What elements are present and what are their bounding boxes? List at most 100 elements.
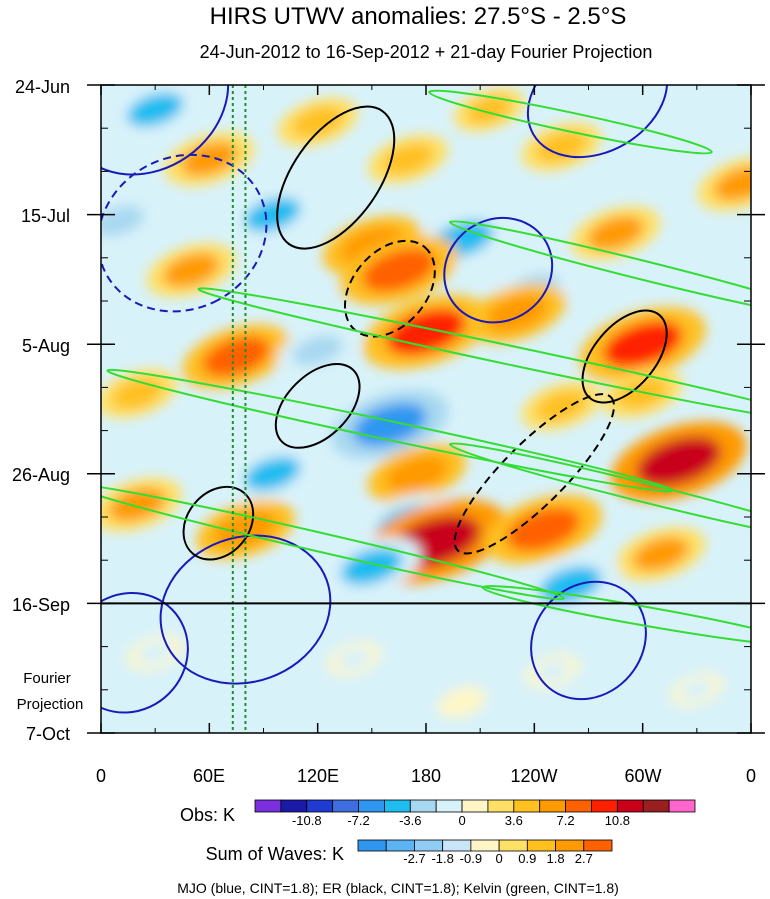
anomaly-core	[244, 197, 301, 232]
kelvin-contour	[101, 483, 565, 601]
anomaly-core	[340, 547, 403, 585]
colorbar-tick-label: 1.8	[547, 851, 565, 866]
waves-colorbar: -2.7 -1.8 -0.9 0 0.9 1.8 2.7	[357, 839, 613, 866]
colorbar-swatch	[385, 839, 415, 852]
anomaly-core	[353, 402, 427, 447]
mjo-contour	[101, 153, 268, 313]
colorbar-swatch	[498, 839, 528, 852]
anomaly-core	[112, 378, 163, 409]
anomaly-core	[536, 131, 587, 162]
er-contour	[182, 485, 255, 561]
colorbar-swatch	[555, 839, 585, 852]
y-tick-label: 5-Aug	[22, 336, 70, 356]
longitude-markers	[231, 85, 247, 733]
colorbar-swatch	[616, 799, 644, 813]
anomaly-core	[244, 456, 301, 491]
kelvin-contours	[101, 89, 751, 647]
anomaly-shading	[101, 85, 751, 718]
kelvin-contour	[481, 585, 751, 647]
colorbar-swatch	[583, 839, 613, 852]
colorbar-tick-label: -7.2	[347, 813, 369, 828]
colorbar-swatch	[591, 799, 618, 813]
colorbar-swatch	[358, 799, 385, 813]
hovmoller-plot	[101, 85, 751, 733]
anomaly-core	[506, 507, 580, 552]
colorbar-tick-label: -10.8	[292, 813, 322, 828]
anomaly-core	[632, 537, 689, 571]
er-contour	[274, 363, 361, 449]
mjo-contour	[101, 85, 230, 176]
anomaly-core	[137, 641, 174, 664]
colorbar-swatch	[384, 799, 411, 813]
anomaly-core	[535, 660, 570, 682]
anomaly-core	[127, 92, 184, 127]
colorbar-swatch	[470, 839, 500, 852]
colorbar-swatch	[565, 799, 592, 813]
projection-label-line2: Projection	[17, 696, 84, 713]
x-tick-label: 120W	[510, 766, 557, 786]
colorbar-tick-label: 10.8	[605, 813, 630, 828]
colorbar-swatch	[409, 799, 437, 813]
colorbar-swatch	[513, 799, 541, 813]
y-tick-label: 16-Sep	[12, 595, 70, 615]
colorbar-swatch	[442, 839, 472, 852]
x-tick-label: 0	[96, 766, 106, 786]
anomaly-core	[292, 335, 343, 366]
x-tick-label: 120E	[297, 766, 339, 786]
anomaly-core	[587, 216, 644, 250]
colorbar-tick-label: -3.6	[399, 813, 421, 828]
anomaly-core	[536, 390, 587, 422]
colorbar-swatch	[487, 799, 515, 813]
colorbar-swatch	[668, 799, 696, 813]
anomaly-core	[362, 248, 436, 292]
colorbar-swatch	[414, 839, 444, 852]
colorbar-swatch	[306, 799, 334, 813]
y-tick-label: 7-Oct	[26, 724, 70, 744]
colorbar-tick-label: -1.8	[431, 851, 453, 866]
anomaly-core	[680, 679, 714, 701]
chart-subtitle: 24-Jun-2012 to 16-Sep-2012 + 21-day Four…	[200, 42, 653, 62]
anomaly-core	[386, 455, 448, 493]
chart-title: HIRS UTWV anomalies: 27.5°S - 2.5°S	[210, 3, 627, 30]
colorbar-swatch	[357, 839, 387, 852]
anomaly-core	[336, 648, 371, 670]
kelvin-contour	[448, 442, 751, 543]
colorbar-swatch	[254, 799, 282, 813]
colorbar-tick-label: 0	[495, 851, 502, 866]
anomaly-core	[101, 205, 145, 236]
y-tick-label: 26-Aug	[12, 465, 70, 485]
y-tick-label: 15-Jul	[21, 206, 70, 226]
colorbar-tick-label: -2.7	[403, 851, 425, 866]
mjo-contours	[101, 85, 669, 714]
colorbar-swatch	[435, 799, 463, 813]
obs-colorbar-label: Obs: K	[180, 805, 235, 825]
anomaly-core	[163, 253, 220, 287]
colorbar-tick-label: 2.7	[575, 851, 593, 866]
x-tick-label: 180	[411, 766, 441, 786]
y-tick-label: 24-Jun	[15, 77, 70, 97]
projection-label-line1: Fourier	[23, 670, 71, 687]
x-tick-label: 60E	[193, 766, 225, 786]
colorbar-swatch	[280, 799, 308, 813]
contour-legend-text: MJO (blue, CINT=1.8); ER (black, CINT=1.…	[177, 880, 619, 896]
anomaly-core	[386, 308, 466, 356]
colorbar-swatch	[526, 839, 556, 852]
colorbar-swatch	[642, 799, 670, 813]
anomaly-core	[617, 378, 668, 409]
colorbar-tick-label: 7.2	[557, 813, 575, 828]
obs-colorbar: -10.8 -7.2 -3.6 0 3.6 7.2 10.8	[254, 799, 696, 828]
colorbar-swatch	[461, 799, 489, 813]
kelvin-contour	[197, 287, 751, 426]
colorbar-tick-label: 0	[458, 813, 465, 828]
colorbar-tick-label: -0.9	[460, 851, 482, 866]
mjo-contour	[159, 534, 332, 685]
anomaly-core	[446, 692, 478, 712]
colorbar-swatch	[332, 799, 359, 813]
colorbar-swatch	[539, 799, 566, 813]
anomaly-core	[382, 143, 434, 175]
x-tick-label: 60W	[624, 766, 661, 786]
colorbar-tick-label: 0.9	[518, 851, 536, 866]
axis-ticks	[87, 84, 765, 734]
mjo-contour	[443, 216, 554, 324]
